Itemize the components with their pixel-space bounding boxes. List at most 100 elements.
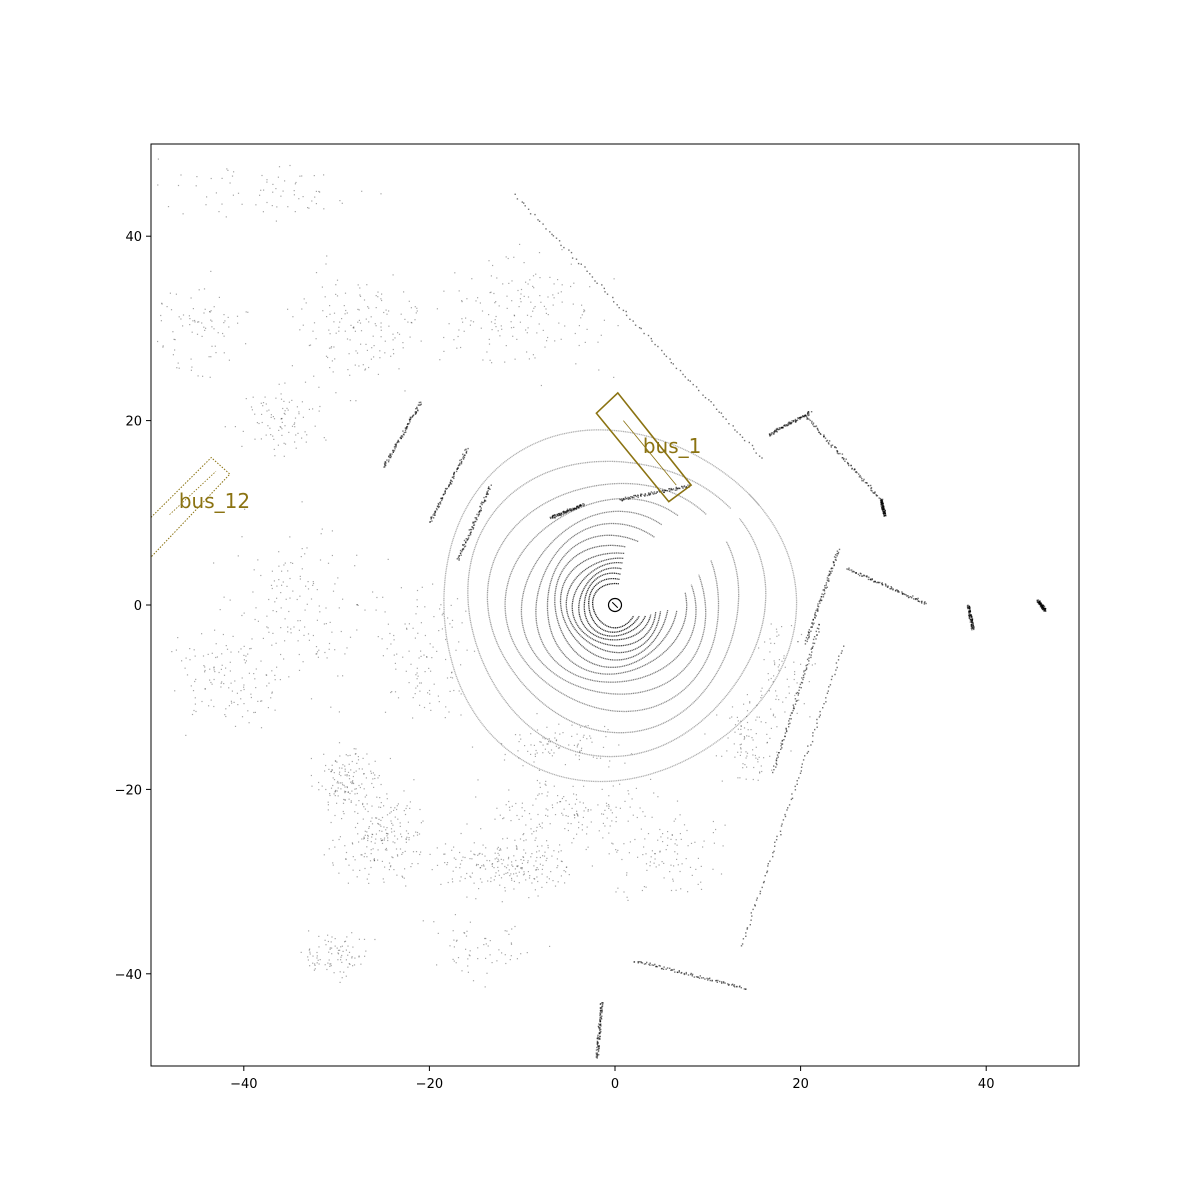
lidar-point xyxy=(262,211,264,213)
lidar-point xyxy=(811,622,813,624)
lidar-point xyxy=(394,662,396,664)
lidar-point xyxy=(594,280,596,282)
lidar-point xyxy=(497,858,499,860)
lidar-point xyxy=(429,693,431,695)
lidar-point xyxy=(790,750,792,752)
lidar-point xyxy=(812,645,814,648)
lidar-point xyxy=(323,208,325,210)
lidar-point xyxy=(257,559,259,561)
lidar-point xyxy=(514,925,516,928)
lidar-point xyxy=(675,489,678,491)
lidar-point xyxy=(853,469,855,471)
lidar-point xyxy=(830,446,832,448)
lidar-point xyxy=(273,418,276,420)
lidar-point xyxy=(390,455,392,457)
lidar-point xyxy=(613,278,615,280)
lidar-point xyxy=(870,487,872,490)
lidar-point xyxy=(281,428,283,430)
lidar-point xyxy=(228,326,230,328)
lidar-point xyxy=(192,308,194,310)
lidar-point xyxy=(276,666,278,668)
lidar-point xyxy=(863,478,865,481)
lidar-point xyxy=(872,492,874,494)
lidar-point xyxy=(373,356,375,358)
lidar-point xyxy=(629,806,631,808)
lidar-point xyxy=(687,974,690,976)
lidar-point xyxy=(559,733,561,735)
lidar-point xyxy=(303,634,305,636)
lidar-point xyxy=(251,409,253,411)
lidar-point xyxy=(587,846,589,848)
lidar-point xyxy=(724,824,726,826)
lidar-point xyxy=(318,781,320,784)
lidar-point xyxy=(677,864,679,866)
lidar-point xyxy=(855,471,858,473)
lidar-point xyxy=(881,584,883,586)
lidar-point xyxy=(715,408,718,410)
lidar-point xyxy=(243,703,245,705)
lidar-point xyxy=(260,574,262,577)
lidar-point xyxy=(538,769,540,771)
lidar-point xyxy=(489,488,491,490)
lidar-point xyxy=(506,295,508,297)
lidar-point xyxy=(794,694,796,697)
lidar-point xyxy=(521,815,523,817)
lidar-point xyxy=(480,507,482,509)
lidar-point xyxy=(773,765,775,767)
lidar-point xyxy=(532,285,534,287)
lidar-point xyxy=(547,314,549,316)
lidar-point xyxy=(358,784,360,787)
lidar-point xyxy=(825,584,827,586)
lidar-point xyxy=(209,679,211,681)
lidar-point xyxy=(812,735,814,737)
lidar-point xyxy=(448,323,450,325)
lidar-point xyxy=(615,816,617,818)
lidar-point xyxy=(453,339,455,341)
lidar-point xyxy=(304,609,306,611)
lidar-point xyxy=(803,703,805,705)
lidar-point xyxy=(625,314,628,317)
lidar-point xyxy=(346,936,348,938)
lidar-point xyxy=(641,493,643,495)
lidar-point xyxy=(740,751,742,753)
lidar-point xyxy=(432,646,434,648)
lidar-point xyxy=(338,773,340,775)
lidar-point xyxy=(545,308,547,310)
lidar-point xyxy=(472,522,474,524)
lidar-point xyxy=(390,643,392,645)
lidar-point xyxy=(271,587,273,590)
lidar-point xyxy=(533,307,535,309)
lidar-point xyxy=(773,432,775,435)
lidar-point xyxy=(192,320,194,322)
lidar-point xyxy=(510,942,512,944)
lidar-point xyxy=(749,702,751,704)
lidar-point xyxy=(335,293,337,295)
lidar-point xyxy=(560,875,562,877)
lidar-point xyxy=(397,855,399,857)
lidar-point xyxy=(443,290,445,292)
lidar-point xyxy=(796,712,798,714)
lidar-point xyxy=(333,321,335,323)
lidar-point xyxy=(420,401,422,403)
lidar-point xyxy=(518,882,520,884)
lidar-point xyxy=(851,569,853,571)
lidar-point xyxy=(882,509,884,511)
lidar-point xyxy=(793,419,795,422)
lidar-point xyxy=(460,463,463,465)
lidar-point xyxy=(905,594,907,596)
lidar-point xyxy=(644,493,646,495)
lidar-point xyxy=(479,511,481,513)
lidar-point xyxy=(639,807,641,809)
lidar-point xyxy=(787,424,790,426)
lidar-point xyxy=(691,874,693,876)
lidar-point xyxy=(482,359,484,361)
lidar-point xyxy=(230,651,232,653)
lidar-point xyxy=(455,470,458,473)
lidar-point xyxy=(262,402,265,404)
lidar-point xyxy=(549,516,551,519)
lidar-point xyxy=(210,699,212,701)
lidar-point xyxy=(349,374,351,376)
lidar-point xyxy=(824,592,826,595)
lidar-point xyxy=(332,784,334,787)
lidar-point xyxy=(556,802,558,804)
